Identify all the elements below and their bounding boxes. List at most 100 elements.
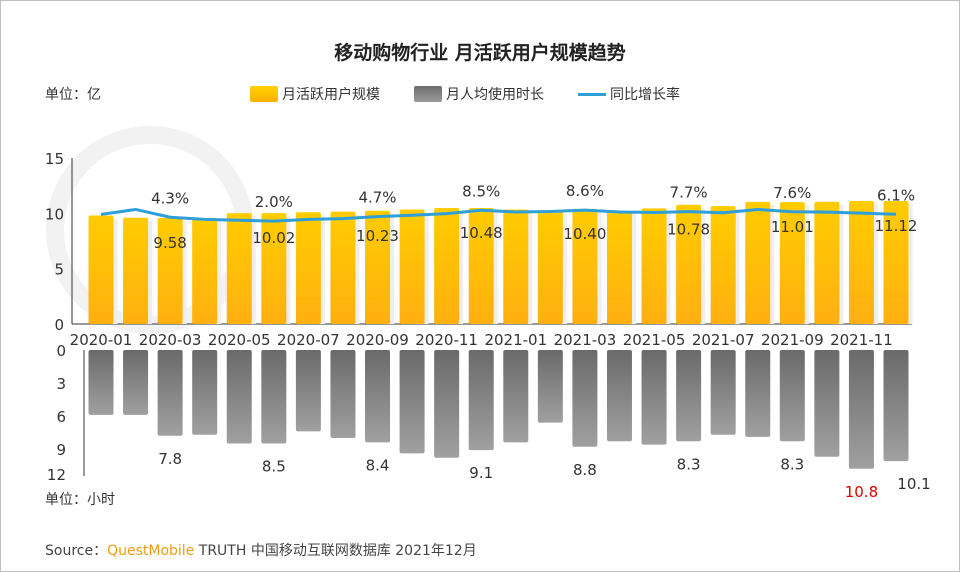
usage-data-label: 8.8 [573,461,597,479]
mau-data-label: 10.40 [563,225,606,243]
x-tick-label: 2021-11 [830,331,893,349]
usage-data-label: 9.1 [469,464,493,482]
mau-bar [503,209,529,324]
mau-data-label: 10.02 [252,229,295,247]
usage-bar [434,350,460,458]
bottom-unit-label: 单位：小时 [45,492,115,508]
top-unit-label: 单位：亿 [45,87,101,103]
legend-swatch-mau [250,86,278,102]
source-brand: QuestMobile [107,543,195,559]
usage-bar [883,350,909,462]
mau-bar [745,201,771,324]
mau-bar [676,204,702,324]
growth-data-label: 6.1% [877,186,915,204]
x-tick-label: 2020-03 [139,331,202,349]
mau-bar [537,210,563,324]
x-tick-label: 2020-09 [346,331,409,349]
x-tick-label: 2021-07 [692,331,755,349]
bottom-y-tick-label: 0 [56,342,66,360]
growth-data-label: 4.3% [151,189,189,207]
usage-bar [468,350,494,451]
top-y-tick-label: 0 [54,316,64,334]
x-tick-label: 2020-11 [415,331,478,349]
usage-data-label: 10.1 [897,475,930,493]
usage-bar [641,350,667,445]
usage-data-label: 8.5 [262,458,286,476]
usage-bar [192,350,218,435]
mau-data-label: 9.58 [153,234,186,252]
usage-bar [226,350,252,444]
mau-bar [434,208,460,324]
mau-data-label: 10.23 [356,227,399,245]
source-text: TRUTH 中国移动互联网数据库 2021年12月 [198,543,477,559]
bottom-y-tick-label: 9 [56,441,66,459]
mau-data-label: 11.12 [875,217,918,235]
mau-data-label: 11.01 [771,218,814,236]
usage-bar [745,350,771,437]
usage-bar [88,350,114,415]
legend-label: 月人均使用时长 [446,87,544,103]
usage-bar [848,350,874,469]
x-tick-label: 2021-03 [554,331,617,349]
usage-bar [399,350,425,454]
legend-swatch-time [414,86,442,102]
usage-bar [261,350,287,444]
mau-data-label: 10.78 [667,221,710,239]
x-tick-label: 2020-07 [277,331,340,349]
usage-bar [676,350,702,442]
mau-bar [399,209,425,324]
source-prefix: Source： [45,543,108,559]
top-y-tick-label: 10 [45,205,64,223]
usage-bar [295,350,321,432]
legend-item-mau: 月活跃用户规模 [250,84,380,104]
growth-data-label: 7.6% [773,184,811,202]
mau-bar [226,213,252,324]
usage-data-label: 7.8 [158,450,182,468]
legend-item-growth: 同比增长率 [578,84,680,104]
top-y-tick-label: 5 [54,261,64,279]
bottom-y-tick-label: 12 [47,466,66,484]
usage-bar [814,350,840,457]
x-tick-label: 2021-09 [761,331,824,349]
bottom-y-tick-label: 6 [56,408,66,426]
mau-data-label: 10.48 [460,224,503,242]
mau-bar [641,208,667,324]
growth-data-label: 8.5% [462,182,500,200]
legend-swatch-growth [578,92,606,96]
usage-bar [606,350,632,442]
mau-bar [261,213,287,324]
mau-bar [88,215,114,324]
mau-bar [572,208,598,324]
mau-bar [606,211,632,324]
top-y-tick-label: 15 [45,150,64,168]
usage-bar [710,350,736,435]
usage-bar [503,350,529,443]
mau-bar [330,211,356,324]
bottom-y-tick-label: 3 [56,375,66,393]
mau-bar [157,217,183,324]
x-tick-label: 2020-05 [208,331,271,349]
mau-bar [468,208,494,324]
growth-data-label: 2.0% [255,193,293,211]
mau-bar [848,200,874,324]
mau-bar [295,212,321,324]
x-tick-label: 2021-01 [484,331,547,349]
usage-bar [365,350,391,443]
usage-bar [157,350,183,436]
usage-bar [123,350,149,415]
mau-bar [192,217,218,324]
x-tick-label: 2020-01 [70,331,133,349]
x-tick-label: 2021-05 [623,331,686,349]
mau-bar [365,210,391,324]
mau-bar [710,206,736,324]
usage-data-label: 8.3 [780,455,804,473]
chart-title: 移动购物行业 月活跃用户规模趋势 [334,42,626,64]
mau-bar [123,217,149,324]
legend-label: 月活跃用户规模 [282,87,380,103]
mau-bar [883,200,909,324]
mau-bar [814,201,840,324]
growth-line [100,207,897,223]
usage-bar [537,350,563,423]
usage-bar [572,350,598,447]
